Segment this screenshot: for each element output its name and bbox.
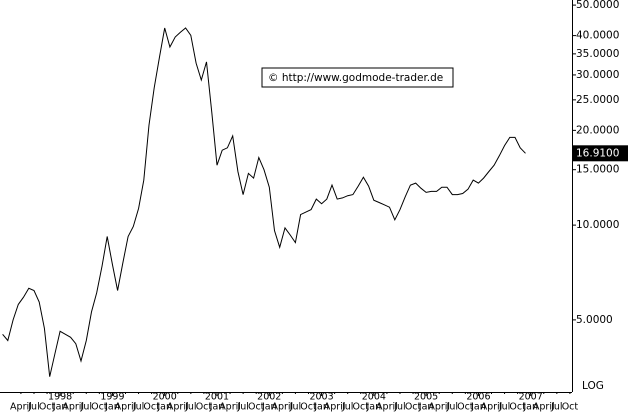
month-tick-label: April bbox=[115, 402, 137, 413]
month-tick-label: Jan bbox=[156, 402, 172, 413]
x-tick-label: 1998 bbox=[48, 392, 72, 403]
y-tick-label: 10.0000 bbox=[576, 219, 619, 231]
month-tick-label: Oct bbox=[143, 402, 160, 413]
month-tick-label: April bbox=[219, 402, 241, 413]
month-tick-label: April bbox=[533, 402, 555, 413]
month-tick-label: April bbox=[62, 402, 84, 413]
month-tick-label: Oct bbox=[91, 402, 108, 413]
y-tick-label: 40.0000 bbox=[576, 30, 619, 42]
month-tick-label: April bbox=[167, 402, 189, 413]
annotation-box bbox=[261, 67, 454, 88]
y-tick-label: 20.0000 bbox=[576, 124, 619, 136]
x-tick-label: 2007 bbox=[519, 392, 543, 403]
month-tick-label: Jan bbox=[104, 402, 120, 413]
y-tick-label: 15.0000 bbox=[576, 164, 619, 176]
month-tick-label: Jan bbox=[52, 402, 68, 413]
y-tick-label: 50.0000 bbox=[576, 0, 619, 11]
month-tick-label: Jan bbox=[418, 402, 434, 413]
x-tick-label: 1999 bbox=[100, 392, 124, 403]
month-tick-label: Oct bbox=[248, 402, 265, 413]
month-tick-label: April bbox=[10, 402, 32, 413]
month-tick-label: Oct bbox=[39, 402, 56, 413]
annotation: © http://www.godmode-trader.de bbox=[268, 72, 443, 84]
month-tick-label: April bbox=[428, 402, 450, 413]
month-tick-label: April bbox=[324, 402, 346, 413]
x-tick-label: 2002 bbox=[257, 392, 281, 403]
month-tick-label: April bbox=[271, 402, 293, 413]
month-tick-label: Jul bbox=[341, 402, 353, 413]
month-tick-label: Jan bbox=[209, 402, 225, 413]
month-tick-label: Jan bbox=[470, 402, 486, 413]
month-tick-label: Jul bbox=[446, 402, 458, 413]
month-tick-label: Jul bbox=[27, 402, 39, 413]
last-value-label: 16.9100 bbox=[576, 147, 619, 159]
month-tick-label: Jan bbox=[522, 402, 538, 413]
x-tick-label: 2001 bbox=[205, 392, 229, 403]
month-tick-label: Oct bbox=[509, 402, 526, 413]
month-tick-label: Oct bbox=[457, 402, 474, 413]
month-tick-label: Jul bbox=[550, 402, 562, 413]
y-tick-label: 25.0000 bbox=[576, 94, 619, 106]
month-tick-label: Jul bbox=[80, 402, 92, 413]
month-tick-label: Oct bbox=[562, 402, 579, 413]
month-tick-label: Jul bbox=[184, 402, 196, 413]
y-tick-label: 35.0000 bbox=[576, 48, 619, 60]
month-tick-label: Oct bbox=[196, 402, 213, 413]
month-tick-label: Oct bbox=[405, 402, 422, 413]
x-tick-label: 2003 bbox=[309, 392, 333, 403]
month-tick-label: Oct bbox=[353, 402, 370, 413]
last-value-box bbox=[573, 145, 628, 162]
month-tick-label: Jul bbox=[393, 402, 405, 413]
x-tick-label: 2000 bbox=[153, 392, 177, 403]
month-tick-label: April bbox=[376, 402, 398, 413]
x-tick-label: 2005 bbox=[414, 392, 438, 403]
x-tick-label: 2006 bbox=[466, 392, 490, 403]
month-tick-label: Jan bbox=[261, 402, 277, 413]
month-tick-label: Oct bbox=[300, 402, 317, 413]
month-tick-label: Jul bbox=[498, 402, 510, 413]
scale-label: LOG bbox=[582, 380, 604, 392]
y-tick-label: 30.0000 bbox=[576, 69, 619, 81]
month-tick-label: Jan bbox=[366, 402, 382, 413]
month-tick-label: Jan bbox=[313, 402, 329, 413]
y-tick-label: 5.0000 bbox=[576, 314, 613, 326]
month-tick-label: Jul bbox=[132, 402, 144, 413]
x-tick-label: 2004 bbox=[362, 392, 386, 403]
price-line bbox=[2, 27, 526, 377]
month-tick-label: April bbox=[481, 402, 503, 413]
month-tick-label: Jul bbox=[236, 402, 248, 413]
month-tick-label: Jul bbox=[289, 402, 301, 413]
